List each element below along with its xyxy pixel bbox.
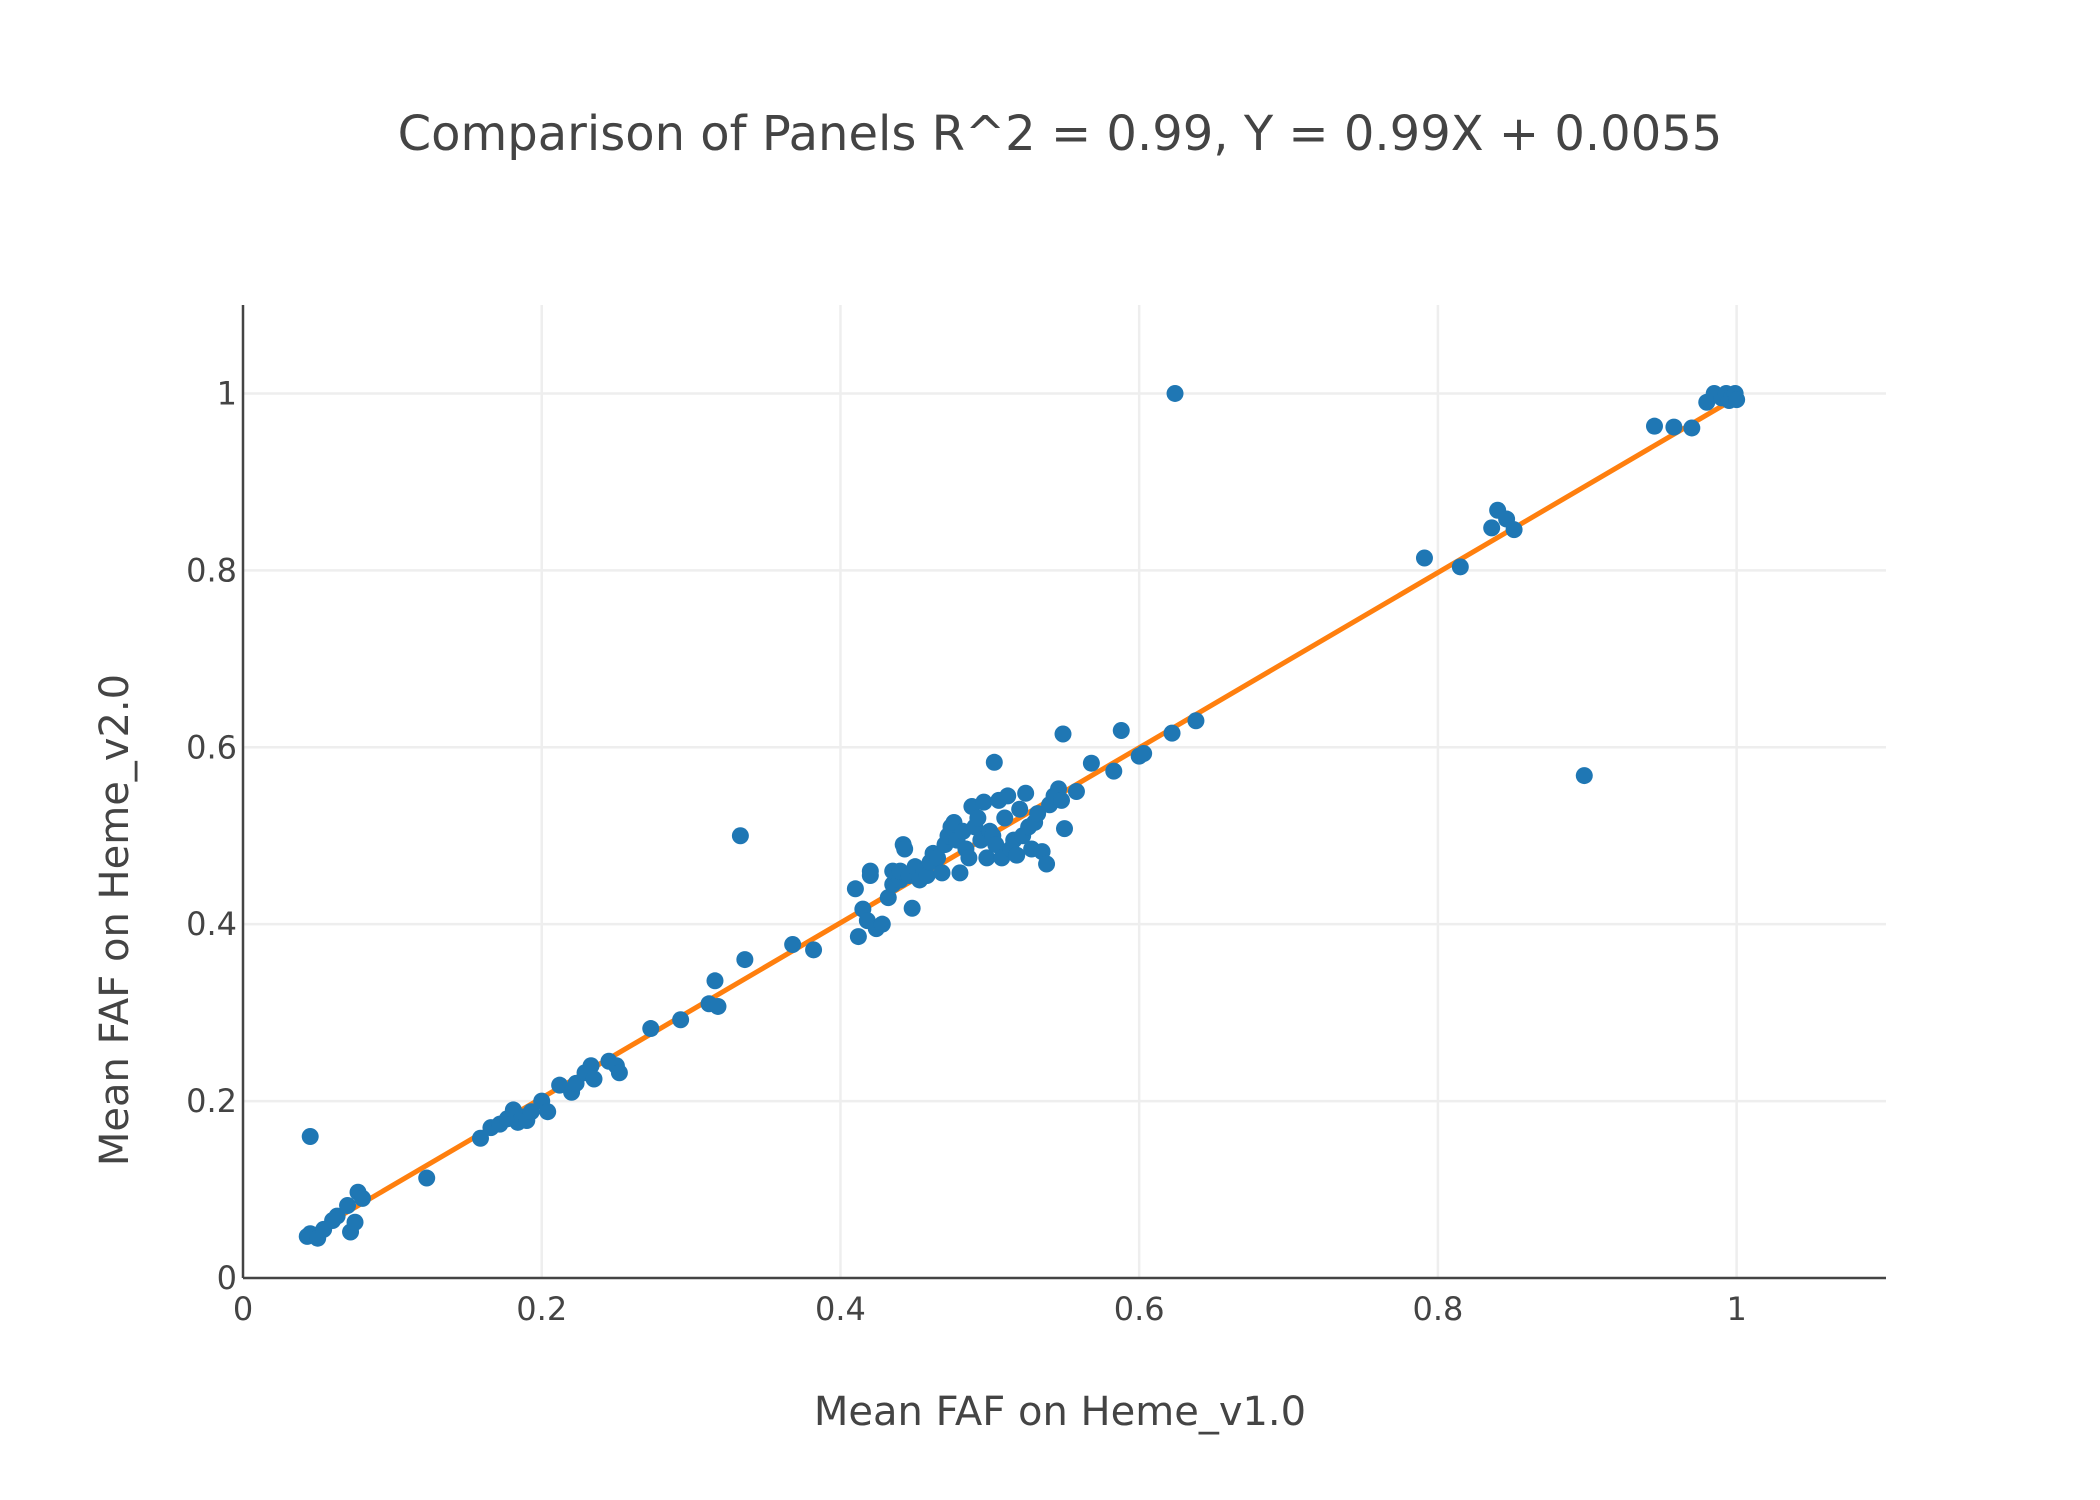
grid [243, 305, 1886, 1278]
data-point [996, 809, 1014, 827]
data-point [903, 899, 921, 917]
data-point [960, 849, 978, 867]
y-tick-label: 1 [217, 374, 237, 412]
axes [241, 305, 1886, 1280]
data-point [918, 867, 936, 885]
data-point [933, 864, 951, 882]
data-point [784, 936, 802, 954]
data-point [975, 793, 993, 811]
data-point [1728, 391, 1746, 409]
data-point [999, 787, 1017, 805]
data-point [1575, 767, 1593, 785]
y-tick-label: 0 [217, 1259, 237, 1297]
data-point [353, 1189, 371, 1207]
data-point [1038, 855, 1056, 873]
data-point [339, 1196, 357, 1214]
x-tick-label: 0.6 [1114, 1290, 1165, 1328]
data-point [1054, 725, 1072, 743]
data-point [1105, 762, 1123, 780]
data-point [731, 827, 749, 845]
data-point [978, 849, 996, 867]
data-point [879, 889, 897, 907]
data-point [805, 941, 823, 959]
y-tick-label: 0.4 [186, 905, 237, 943]
data-point [846, 880, 864, 898]
data-point [861, 862, 879, 880]
data-point [539, 1103, 557, 1121]
data-point [1163, 724, 1181, 742]
data-point [1082, 754, 1100, 772]
points-layer [298, 384, 1746, 1247]
chart-title: Comparison of Panels R^2 = 0.99, Y = 0.9… [398, 106, 1723, 162]
data-point [985, 753, 1003, 771]
data-point [1505, 521, 1523, 539]
data-point [1053, 791, 1071, 809]
tick-labels: 0 0.2 0.4 0.6 0.8 1 0 0.2 0.4 0.6 0.8 1 [186, 374, 1747, 1328]
data-point [1008, 846, 1026, 864]
data-point [1067, 783, 1085, 800]
x-tick-label: 1 [1726, 1290, 1746, 1328]
data-point [896, 840, 914, 858]
data-point [1415, 549, 1433, 567]
y-tick-label: 0.2 [186, 1082, 237, 1120]
data-point [951, 864, 969, 882]
data-point [1011, 800, 1029, 818]
data-point [969, 809, 987, 827]
y-axis-title: Mean FAF on Heme_v2.0 [92, 674, 138, 1166]
data-point [418, 1169, 436, 1187]
data-point [1135, 744, 1153, 762]
data-point [642, 1020, 660, 1038]
y-tick-label: 0.6 [186, 728, 237, 766]
data-point [582, 1057, 600, 1075]
data-point [1056, 820, 1073, 838]
data-point [585, 1070, 603, 1088]
x-axis-title: Mean FAF on Heme_v1.0 [814, 1389, 1306, 1435]
x-tick-label: 0.8 [1412, 1290, 1463, 1328]
data-point [1029, 805, 1047, 823]
data-point [301, 1127, 319, 1145]
data-point [328, 1207, 346, 1225]
data-point [1483, 519, 1501, 537]
data-point [1451, 558, 1469, 576]
data-point [929, 849, 947, 867]
data-point [610, 1064, 628, 1082]
data-point [471, 1129, 489, 1147]
data-point [987, 836, 1005, 854]
data-point [709, 997, 727, 1015]
data-point [1166, 384, 1184, 402]
data-point [672, 1011, 690, 1029]
x-tick-label: 0 [233, 1290, 253, 1328]
data-point [873, 915, 891, 933]
data-point [1645, 417, 1663, 435]
data-point [736, 951, 754, 969]
data-point [346, 1213, 364, 1231]
data-point [706, 972, 724, 990]
data-point [1187, 712, 1205, 730]
x-tick-label: 0.4 [815, 1290, 866, 1328]
data-point [1112, 721, 1130, 739]
data-point [1665, 418, 1683, 436]
data-point [1017, 784, 1035, 802]
data-point [522, 1103, 540, 1121]
x-tick-label: 0.2 [516, 1290, 567, 1328]
data-point [849, 928, 867, 946]
data-point [1683, 419, 1701, 437]
y-tick-label: 0.8 [186, 551, 237, 589]
